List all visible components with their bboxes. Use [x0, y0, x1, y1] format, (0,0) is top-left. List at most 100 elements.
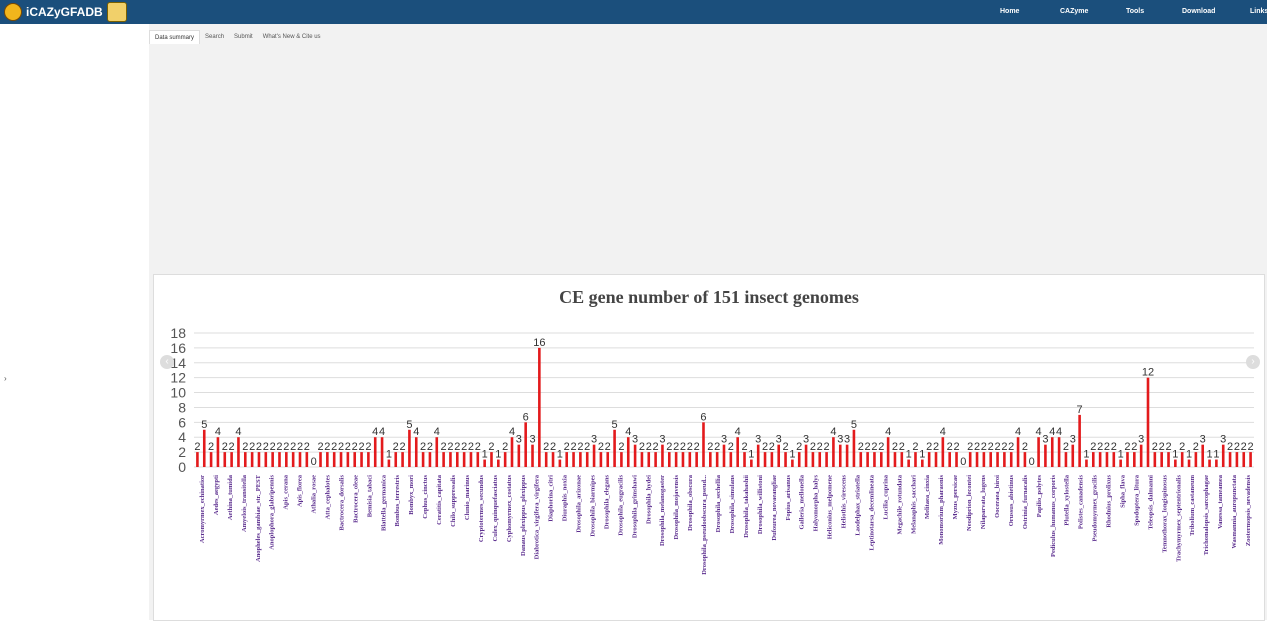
- bar: [879, 452, 883, 467]
- x-tick-label: Megachile_rotundata: [896, 474, 903, 534]
- bar: [1242, 452, 1246, 467]
- nav-links[interactable]: Links: [1250, 8, 1267, 15]
- data-label: 3: [591, 434, 597, 446]
- data-label: 2: [570, 441, 576, 453]
- data-label: 3: [755, 434, 761, 446]
- data-label: 2: [865, 441, 871, 453]
- bar: [503, 452, 507, 467]
- tab-search[interactable]: Search: [205, 34, 225, 40]
- x-tick-label: Lucilia_cuprina: [882, 474, 889, 519]
- nav-cazyme[interactable]: CAZyme: [1060, 8, 1089, 15]
- nav-home[interactable]: Home: [1000, 8, 1020, 15]
- x-tick-label: Diaphorina_citri: [548, 475, 555, 522]
- x-tick-label: Drosophila_pseudoobscura_pseud...: [701, 475, 708, 575]
- carousel-next-arrow-icon[interactable]: ›: [1246, 355, 1260, 369]
- bar: [319, 452, 322, 467]
- bar: [585, 452, 589, 467]
- y-tick-label: 2: [178, 444, 186, 460]
- data-label: 2: [263, 441, 269, 453]
- bar: [907, 459, 910, 467]
- data-label: 1: [1083, 449, 1089, 461]
- data-label: 2: [646, 441, 652, 453]
- bar: [613, 429, 616, 467]
- data-label: 2: [680, 441, 686, 453]
- data-label: 1: [1213, 449, 1219, 461]
- bar: [449, 452, 452, 467]
- data-label: 4: [885, 426, 891, 438]
- carousel-prev-arrow-icon[interactable]: ‹: [160, 355, 174, 369]
- bar: [620, 452, 623, 467]
- x-tick-label: Drosophila_eugracilis: [617, 475, 624, 536]
- nav-download[interactable]: Download: [1182, 8, 1216, 15]
- x-tick-label: Monomorium_pharaonis: [938, 475, 945, 545]
- bar: [1174, 459, 1177, 467]
- data-label: 2: [488, 441, 494, 453]
- bar: [1064, 452, 1068, 467]
- data-label: 2: [338, 441, 344, 453]
- bar: [408, 429, 411, 467]
- bar: [524, 422, 527, 467]
- tab-bar: Data summary Search Submit What's New & …: [149, 30, 326, 44]
- x-tick-label: Bactrocera_oleae: [352, 475, 359, 523]
- bee-logo-icon: [4, 3, 22, 21]
- bar: [442, 452, 445, 467]
- x-tick-label: Drosophila_mojavensis: [673, 475, 680, 540]
- expand-caret-icon[interactable]: ›: [4, 374, 7, 383]
- x-tick-label: Dufourea_novaeangliae: [771, 475, 778, 541]
- site-logo[interactable]: iCAZyGFADB: [4, 1, 127, 23]
- data-label: 2: [365, 441, 371, 453]
- data-label: 2: [618, 441, 624, 453]
- x-tick-label: Clunio_marinus: [464, 475, 471, 521]
- bar: [490, 452, 493, 467]
- data-label: 2: [605, 441, 611, 453]
- data-label: 4: [735, 426, 741, 438]
- bar: [223, 452, 227, 467]
- x-tick-label: Aethina_tumida: [227, 474, 234, 520]
- bar: [1249, 452, 1252, 467]
- nav-tools[interactable]: Tools: [1126, 8, 1145, 15]
- bar: [483, 459, 486, 467]
- data-label: 1: [495, 449, 501, 461]
- data-label: 2: [994, 441, 1000, 453]
- data-label: 2: [1131, 441, 1137, 453]
- x-tick-label: Papilio_polytes: [1036, 475, 1043, 518]
- bar: [606, 452, 610, 467]
- bar: [989, 452, 993, 467]
- bar: [237, 437, 240, 467]
- bar: [1167, 452, 1170, 467]
- x-tick-label: Cephus_cinctus: [422, 475, 429, 519]
- bar: [1208, 459, 1211, 467]
- bar: [722, 444, 726, 467]
- x-tick-label: Drosophila_melanogaster: [659, 475, 666, 546]
- tab-data-summary[interactable]: Data summary: [149, 30, 201, 44]
- bar: [873, 452, 876, 467]
- bar: [243, 452, 247, 467]
- bar: [346, 452, 350, 467]
- x-tick-label: Teleopsis_dalmanni: [1147, 475, 1154, 530]
- bar: [695, 452, 698, 467]
- data-label: 2: [1124, 441, 1130, 453]
- data-label: 2: [858, 441, 864, 453]
- x-tick-label: Bemisia_tabaci: [366, 475, 373, 517]
- data-label: 4: [1036, 426, 1042, 438]
- data-label: 3: [776, 434, 782, 446]
- x-tick-label: Atta_cephalotes: [325, 475, 332, 520]
- tab-whats-new[interactable]: What's New & Cite us: [262, 34, 321, 40]
- x-tick-label: Heliothis_virescens: [841, 475, 848, 529]
- x-tick-label: Leptinotarsa_decemlineata: [868, 474, 875, 550]
- bar: [825, 452, 828, 467]
- bar: [1078, 414, 1081, 467]
- bar: [1133, 452, 1136, 467]
- bar: [838, 444, 842, 467]
- tab-submit[interactable]: Submit: [234, 34, 253, 40]
- data-label: 4: [413, 426, 419, 438]
- data-label: 4: [830, 426, 836, 438]
- data-label: 1: [789, 449, 795, 461]
- data-label: 2: [283, 441, 289, 453]
- bar: [900, 452, 904, 467]
- bar: [558, 459, 562, 467]
- data-label: 2: [1104, 441, 1110, 453]
- data-label: 3: [1220, 434, 1226, 446]
- bar: [1194, 452, 1198, 467]
- data-label: 2: [974, 441, 980, 453]
